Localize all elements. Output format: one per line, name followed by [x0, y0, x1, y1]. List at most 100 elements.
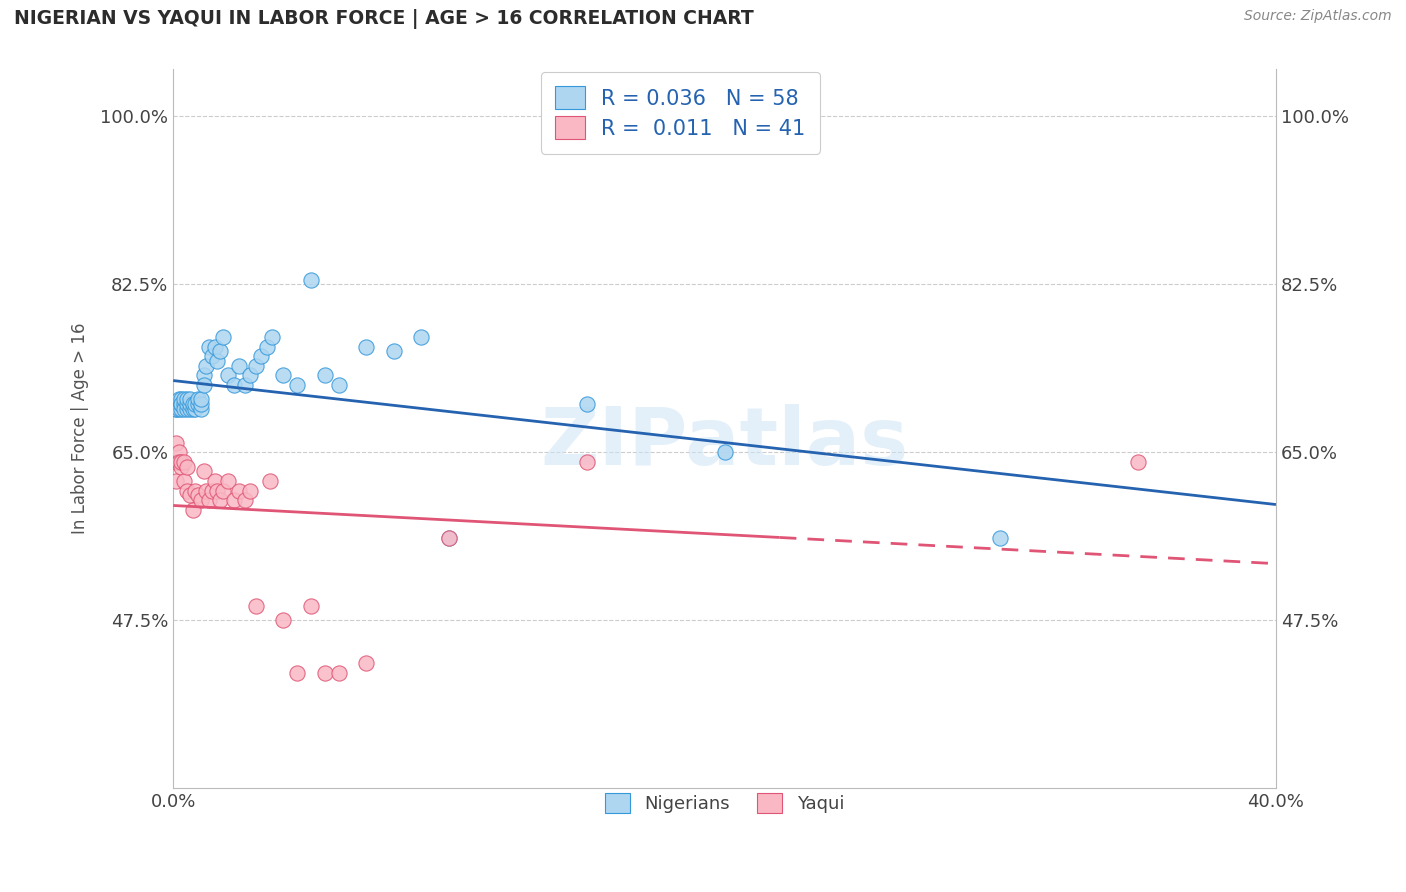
Point — [170, 397, 193, 411]
Point — [179, 397, 201, 411]
Point — [411, 330, 433, 344]
Point — [184, 402, 207, 417]
Point — [273, 368, 295, 383]
Point — [173, 455, 195, 469]
Point — [195, 359, 218, 373]
Point — [713, 445, 735, 459]
Point — [250, 349, 273, 363]
Point — [299, 272, 322, 286]
Point — [204, 474, 226, 488]
Point — [165, 474, 187, 488]
Point — [354, 340, 377, 354]
Point — [167, 392, 190, 407]
Point — [173, 402, 195, 417]
Point — [165, 455, 187, 469]
Point — [198, 340, 221, 354]
Point — [245, 599, 267, 613]
Point — [165, 435, 187, 450]
Point — [299, 599, 322, 613]
Point — [285, 665, 308, 680]
Point — [575, 455, 598, 469]
Point — [195, 483, 218, 498]
Point — [314, 665, 336, 680]
Legend: Nigerians, Yaqui: Nigerians, Yaqui — [592, 780, 858, 826]
Point — [173, 392, 195, 407]
Point — [211, 330, 233, 344]
Text: ZIPatlas: ZIPatlas — [540, 403, 908, 482]
Point — [181, 397, 204, 411]
Point — [273, 613, 295, 627]
Y-axis label: In Labor Force | Age > 16: In Labor Force | Age > 16 — [72, 322, 89, 534]
Point — [262, 330, 284, 344]
Point — [198, 493, 221, 508]
Point — [314, 368, 336, 383]
Point — [176, 397, 198, 411]
Point — [437, 532, 460, 546]
Point — [190, 493, 212, 508]
Point — [170, 397, 193, 411]
Point — [165, 402, 187, 417]
Point — [181, 402, 204, 417]
Point — [181, 502, 204, 516]
Point — [179, 488, 201, 502]
Point — [256, 340, 278, 354]
Point — [222, 493, 245, 508]
Point — [207, 483, 229, 498]
Point — [176, 459, 198, 474]
Point — [179, 392, 201, 407]
Point — [239, 483, 262, 498]
Point — [179, 402, 201, 417]
Point — [170, 455, 193, 469]
Point — [167, 402, 190, 417]
Text: NIGERIAN VS YAQUI IN LABOR FORCE | AGE > 16 CORRELATION CHART: NIGERIAN VS YAQUI IN LABOR FORCE | AGE >… — [14, 9, 754, 29]
Point — [173, 397, 195, 411]
Point — [167, 455, 190, 469]
Point — [165, 402, 187, 417]
Point — [193, 464, 215, 478]
Point — [201, 483, 224, 498]
Point — [170, 459, 193, 474]
Point — [245, 359, 267, 373]
Point — [173, 474, 195, 488]
Point — [167, 455, 190, 469]
Point — [204, 340, 226, 354]
Point — [190, 397, 212, 411]
Point — [437, 532, 460, 546]
Point — [187, 392, 209, 407]
Point — [228, 483, 250, 498]
Point — [222, 378, 245, 392]
Point — [184, 483, 207, 498]
Point — [170, 402, 193, 417]
Point — [209, 493, 232, 508]
Point — [217, 368, 239, 383]
Point — [167, 397, 190, 411]
Point — [328, 665, 350, 680]
Point — [239, 368, 262, 383]
Point — [988, 532, 1011, 546]
Point — [193, 378, 215, 392]
Point — [228, 359, 250, 373]
Point — [167, 445, 190, 459]
Point — [170, 397, 193, 411]
Point — [193, 368, 215, 383]
Point — [233, 493, 256, 508]
Point — [170, 392, 193, 407]
Point — [176, 402, 198, 417]
Point — [233, 378, 256, 392]
Point — [259, 474, 281, 488]
Text: Source: ZipAtlas.com: Source: ZipAtlas.com — [1244, 9, 1392, 23]
Point — [285, 378, 308, 392]
Point — [217, 474, 239, 488]
Point — [190, 402, 212, 417]
Point — [176, 392, 198, 407]
Point — [187, 488, 209, 502]
Point — [201, 349, 224, 363]
Point — [207, 354, 229, 368]
Point — [1126, 455, 1149, 469]
Point — [575, 397, 598, 411]
Point — [176, 483, 198, 498]
Point — [382, 344, 405, 359]
Point — [190, 392, 212, 407]
Point — [211, 483, 233, 498]
Point — [328, 378, 350, 392]
